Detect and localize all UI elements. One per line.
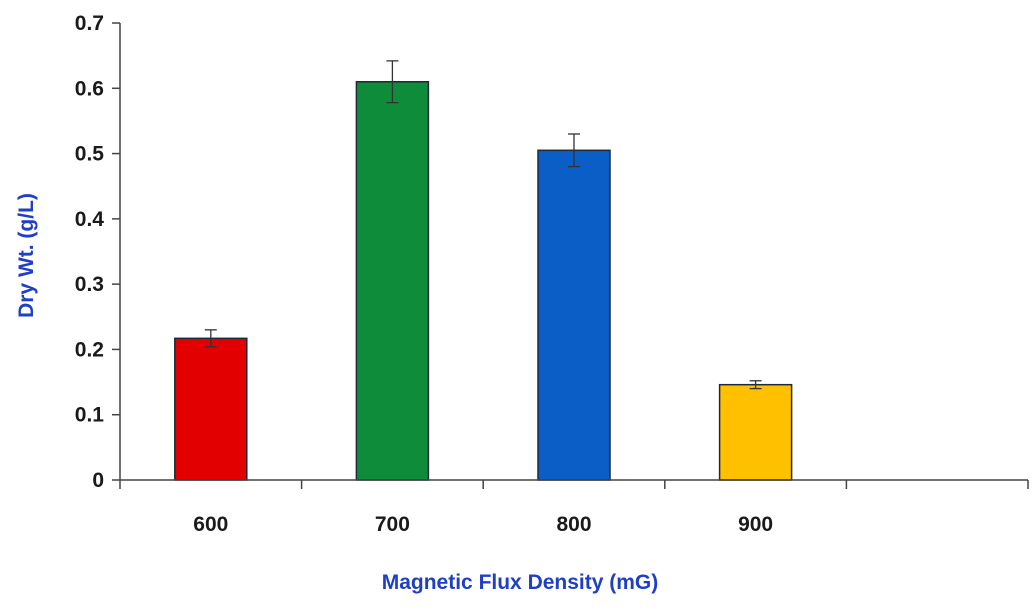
x-axis-title: Magnetic Flux Density (mG) — [382, 571, 659, 594]
y-tick-label: 0.5 — [75, 143, 105, 166]
y-tick-label: 0.2 — [75, 338, 104, 361]
bars — [174, 81, 793, 481]
x-tick-label: 800 — [556, 513, 591, 536]
x-tick-label: 900 — [738, 513, 773, 536]
x-axis-ticks: 600 700 800 900 — [119, 480, 1029, 536]
error-bar-600 — [204, 329, 217, 348]
x-tick-label: 600 — [193, 513, 228, 536]
bar-800 — [537, 149, 611, 481]
error-bar-900 — [749, 380, 762, 390]
y-tick-label: 0.7 — [75, 12, 104, 35]
y-tick-label: 0.3 — [75, 273, 104, 296]
y-tick-label: 0.4 — [75, 208, 105, 231]
bar-700 — [355, 81, 430, 481]
y-axis-ticks: 0 0.1 0.2 0.3 0.4 0.5 0.6 0.7 — [75, 12, 120, 492]
error-bar-700 — [386, 60, 399, 104]
y-axis-title: Dry Wt. (g/L) — [15, 193, 38, 318]
error-bars — [204, 60, 762, 390]
bar-900 — [718, 383, 793, 481]
y-tick-label: 0 — [92, 469, 104, 492]
y-tick-label: 0.1 — [75, 404, 105, 427]
bar-600 — [174, 337, 248, 481]
error-bar-800 — [568, 133, 580, 168]
x-tick-label: 700 — [375, 513, 410, 536]
y-tick-label: 0.6 — [75, 77, 104, 100]
